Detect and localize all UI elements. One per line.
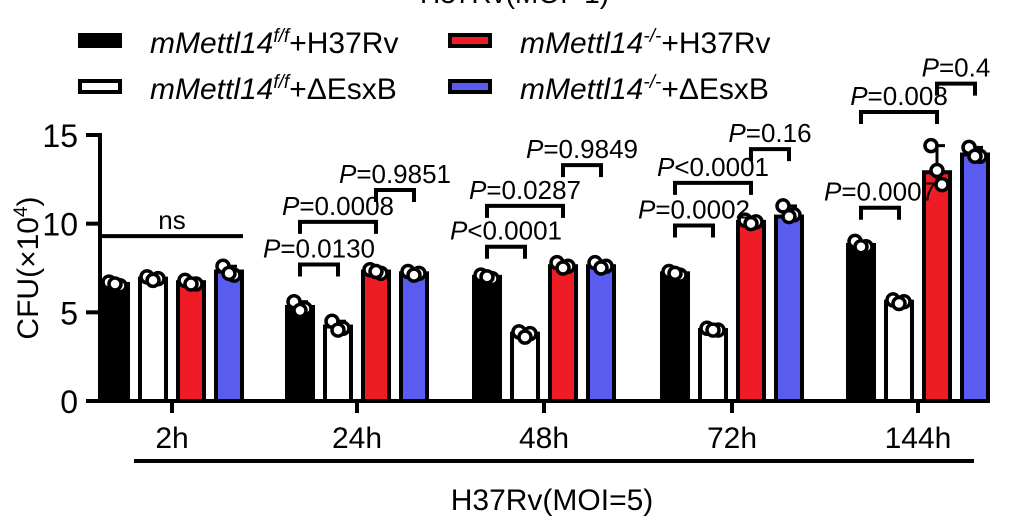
- bar: [323, 324, 353, 403]
- legend-item-ko-h37rv: mMettl14-/-+H37Rv: [448, 20, 771, 60]
- data-point: [853, 238, 869, 255]
- figure-top-title: H37Rv(MOI=1): [420, 0, 609, 10]
- legend-item-ko-esxb: mMettl14-/-+ΔEsxB: [448, 66, 769, 106]
- bar: [846, 242, 876, 403]
- significance-bracket: [859, 109, 939, 124]
- bar: [361, 269, 391, 403]
- significance-label: P=0.0008: [282, 191, 394, 221]
- data-point: [406, 267, 422, 283]
- significance-bracket: [749, 147, 791, 162]
- data-point: [934, 176, 950, 193]
- bar: [548, 264, 578, 403]
- legend-item-ff-h37rv: mMettl14f/f+H37Rv: [78, 20, 398, 60]
- significance-bracket: [935, 81, 977, 96]
- data-point: [891, 295, 907, 312]
- bar: [660, 271, 690, 404]
- legend-swatch-black: [78, 32, 122, 48]
- significance-label: P=0.008: [850, 81, 948, 111]
- bar: [285, 305, 315, 403]
- bar: [138, 276, 168, 404]
- data-point: [555, 260, 571, 276]
- data-point: [107, 276, 123, 292]
- y-tick-label: 15: [42, 118, 78, 154]
- legend-swatch-red: [448, 32, 492, 48]
- significance-label: P=0.9851: [339, 159, 451, 189]
- data-point: [517, 329, 533, 345]
- significance-label: P=0.0287: [469, 175, 581, 205]
- x-category-label: 24h: [332, 422, 382, 455]
- y-axis-label: CFU(×104): [11, 196, 45, 339]
- legend-label: mMettl14-/-+ΔEsxB: [520, 71, 769, 106]
- significance-label: P=0.0130: [263, 233, 375, 263]
- bar: [472, 274, 502, 403]
- legend-label: mMettl14f/f+H37Rv: [150, 25, 399, 60]
- y-tick-label: 5: [60, 295, 78, 331]
- significance-label: P=0.16: [728, 118, 811, 148]
- significance-bracket: [859, 205, 901, 220]
- significance-label: P=0.0002: [638, 194, 750, 224]
- significance-bracket: [673, 180, 753, 195]
- significance-label: ns: [158, 205, 185, 235]
- significance-bracket: [561, 163, 603, 178]
- data-point: [145, 272, 161, 289]
- bar: [774, 214, 804, 403]
- legend-item-ff-esxb: mMettl14f/f+ΔEsxB: [78, 66, 397, 106]
- data-point: [292, 302, 308, 319]
- significance-label: P=0.4: [922, 53, 991, 83]
- data-point: [330, 322, 346, 338]
- x-category-label: 2h: [155, 422, 188, 455]
- bar: [176, 280, 206, 404]
- x-category-label: 48h: [519, 422, 569, 455]
- significance-label: P<0.0001: [450, 216, 562, 246]
- x-category-label: 72h: [707, 422, 757, 455]
- legend-label: mMettl14-/-+H37Rv: [520, 25, 771, 60]
- data-point: [221, 265, 237, 282]
- legend-label: mMettl14f/f+ΔEsxB: [150, 71, 397, 106]
- bar: [736, 219, 766, 403]
- data-point: [479, 269, 495, 285]
- data-point: [781, 208, 797, 225]
- bar: [214, 269, 244, 403]
- bar: [884, 299, 914, 403]
- data-point: [368, 263, 384, 280]
- data-point: [593, 260, 609, 276]
- bar: [960, 152, 990, 403]
- bar: [586, 264, 616, 403]
- significance-bracket: [298, 219, 378, 234]
- legend-swatch-white: [78, 78, 122, 94]
- data-point: [705, 322, 721, 338]
- legend: mMettl14f/f+H37Rv mMettl14-/-+H37Rv mMet…: [0, 0, 1021, 110]
- x-category-label: 144h: [885, 422, 952, 455]
- significance-label: P=0.9849: [526, 134, 638, 164]
- significance-bracket: [673, 223, 715, 238]
- data-point: [967, 148, 983, 165]
- legend-swatch-blue: [448, 78, 492, 94]
- bar: [399, 271, 429, 404]
- significance-bracket: [485, 203, 565, 218]
- bar: [100, 281, 130, 403]
- y-tick-label: 0: [60, 384, 78, 420]
- significance-bracket: [298, 262, 340, 277]
- significance-label: P=0.0007: [824, 177, 936, 207]
- x-axis-title: H37Rv(MOI=5): [451, 484, 654, 517]
- significance-label: P<0.0001: [657, 152, 769, 182]
- data-point: [929, 162, 945, 179]
- data-point: [923, 137, 939, 154]
- y-tick-label: 10: [42, 207, 78, 243]
- significance-bracket: [485, 244, 527, 259]
- data-point: [183, 276, 199, 292]
- significance-bracket: [374, 187, 416, 202]
- bar: [698, 328, 728, 404]
- data-point: [743, 215, 759, 232]
- data-point: [667, 265, 683, 282]
